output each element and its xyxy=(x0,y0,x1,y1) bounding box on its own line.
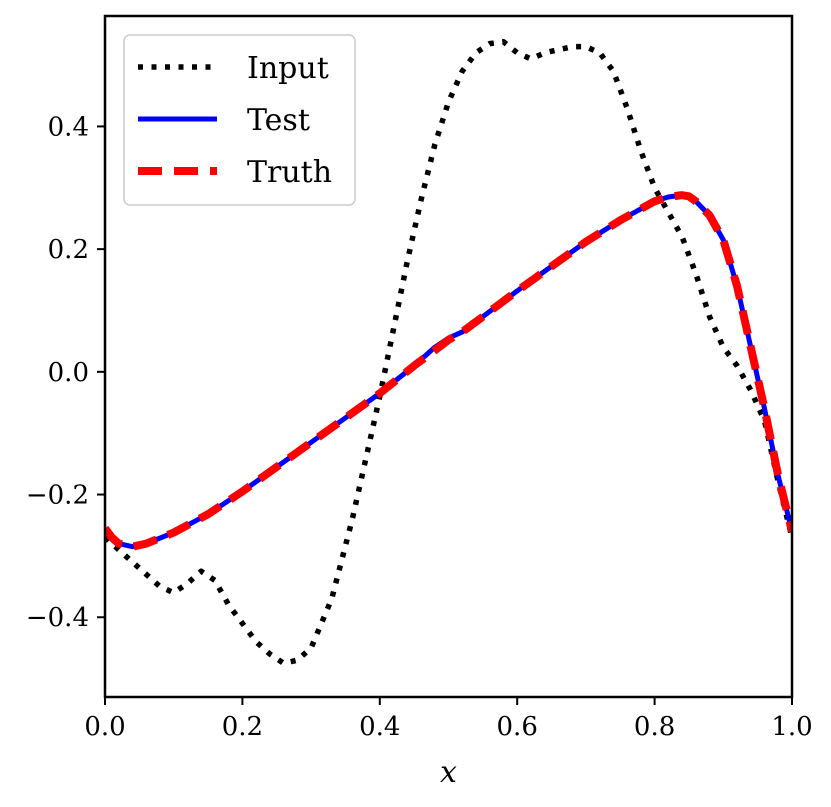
legend-label-truth: Truth xyxy=(247,155,332,190)
y-tick-label: 0.2 xyxy=(48,235,89,265)
legend-box xyxy=(123,34,356,206)
y-tick-label: 0.4 xyxy=(48,112,89,142)
x-tick-label: 0.4 xyxy=(359,712,400,742)
series-layer xyxy=(105,39,792,667)
y-tick-label: −0.4 xyxy=(26,603,89,633)
x-axis: 0.0 0.2 0.4 0.6 0.8 1.0 xyxy=(84,697,813,742)
legend-label-input: Input xyxy=(247,51,329,86)
legend: Input Test Truth xyxy=(123,34,356,206)
x-tick-label: 0.0 xyxy=(84,712,125,742)
series-line-truth xyxy=(105,191,792,551)
y-tick-label: 0.0 xyxy=(48,358,89,388)
series-line-test xyxy=(105,192,792,550)
legend-label-test: Test xyxy=(247,103,310,138)
series-line-input xyxy=(105,39,792,667)
x-tick-label: 1.0 xyxy=(771,712,812,742)
y-axis: −0.4 −0.2 0.0 0.2 0.4 xyxy=(26,112,105,633)
x-axis-title: x xyxy=(440,755,457,790)
y-tick-label: −0.2 xyxy=(26,481,89,511)
x-tick-label: 0.8 xyxy=(634,712,675,742)
plot-frame xyxy=(103,14,794,699)
x-tick-label: 0.6 xyxy=(497,712,538,742)
x-tick-label: 0.2 xyxy=(222,712,263,742)
